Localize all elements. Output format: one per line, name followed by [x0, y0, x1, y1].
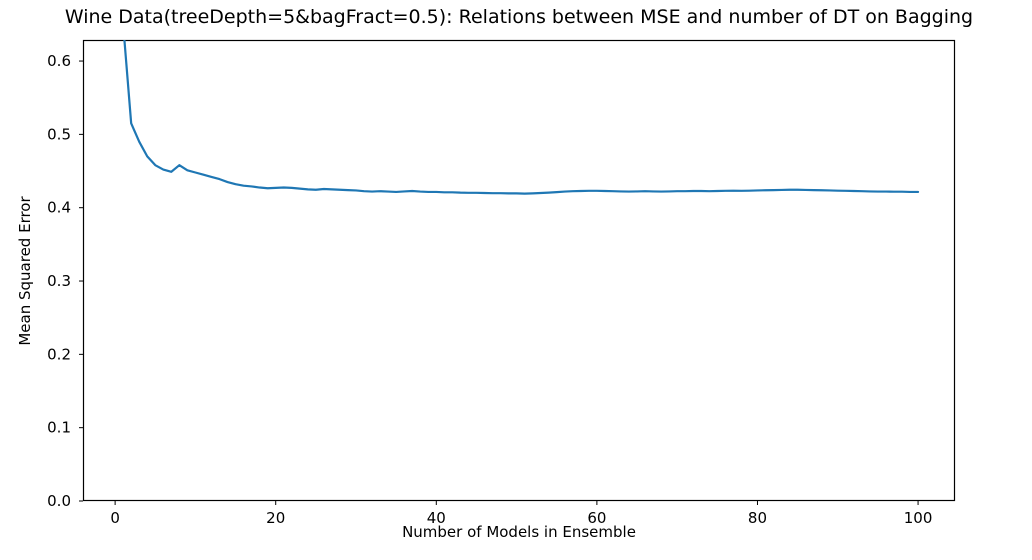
- x-tick-label: 60: [587, 509, 606, 527]
- y-tick-label: 0.1: [47, 419, 71, 437]
- plot-border: [82, 39, 956, 502]
- y-tick-label: 0.4: [47, 199, 71, 217]
- y-axis-label: Mean Squared Error: [16, 196, 34, 346]
- x-axis-label: Number of Models in Ensemble: [402, 523, 636, 541]
- y-tick-label: 0.5: [47, 125, 71, 143]
- y-tick-label: 0.3: [47, 272, 71, 290]
- x-tick-label: 40: [427, 509, 446, 527]
- x-tick-label: 100: [904, 509, 933, 527]
- x-tick-label: 80: [748, 509, 767, 527]
- x-tick-label: 20: [266, 509, 285, 527]
- mse-line: [123, 40, 920, 195]
- y-tick-label: 0.0: [47, 492, 71, 510]
- chart-title: Wine Data(treeDepth=5&bagFract=0.5): Rel…: [64, 6, 974, 28]
- x-tick-label: 0: [110, 509, 120, 527]
- y-tick-label: 0.2: [47, 345, 71, 363]
- y-tick-label: 0.6: [47, 52, 71, 70]
